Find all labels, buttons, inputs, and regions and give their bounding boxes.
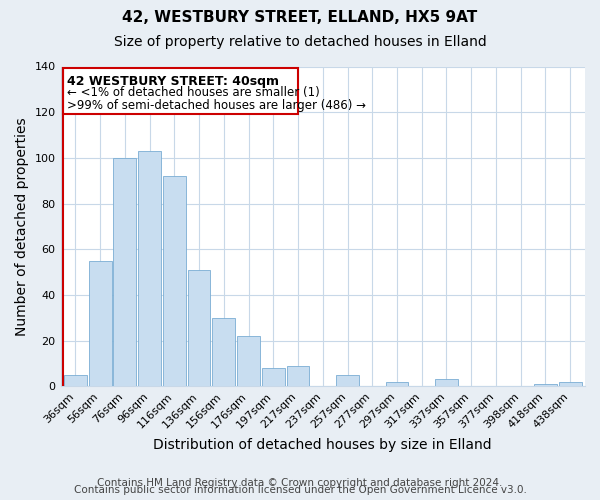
Text: >99% of semi-detached houses are larger (486) →: >99% of semi-detached houses are larger … <box>67 99 366 112</box>
Bar <box>212 318 235 386</box>
Bar <box>287 366 310 386</box>
Bar <box>559 382 581 386</box>
Bar <box>188 270 211 386</box>
Text: Contains HM Land Registry data © Crown copyright and database right 2024.: Contains HM Land Registry data © Crown c… <box>97 478 503 488</box>
Text: 42, WESTBURY STREET, ELLAND, HX5 9AT: 42, WESTBURY STREET, ELLAND, HX5 9AT <box>122 10 478 25</box>
Bar <box>336 375 359 386</box>
X-axis label: Distribution of detached houses by size in Elland: Distribution of detached houses by size … <box>154 438 492 452</box>
Text: ← <1% of detached houses are smaller (1): ← <1% of detached houses are smaller (1) <box>67 86 319 100</box>
Bar <box>138 151 161 386</box>
Bar <box>386 382 409 386</box>
Bar <box>237 336 260 386</box>
Bar <box>64 375 87 386</box>
Text: 42 WESTBURY STREET: 40sqm: 42 WESTBURY STREET: 40sqm <box>67 75 279 88</box>
Bar <box>163 176 186 386</box>
Bar <box>89 260 112 386</box>
Text: Contains public sector information licensed under the Open Government Licence v3: Contains public sector information licen… <box>74 485 526 495</box>
Bar <box>113 158 136 386</box>
Y-axis label: Number of detached properties: Number of detached properties <box>15 117 29 336</box>
FancyBboxPatch shape <box>63 68 298 114</box>
Bar <box>262 368 284 386</box>
Bar <box>435 380 458 386</box>
Text: Size of property relative to detached houses in Elland: Size of property relative to detached ho… <box>113 35 487 49</box>
Bar <box>534 384 557 386</box>
